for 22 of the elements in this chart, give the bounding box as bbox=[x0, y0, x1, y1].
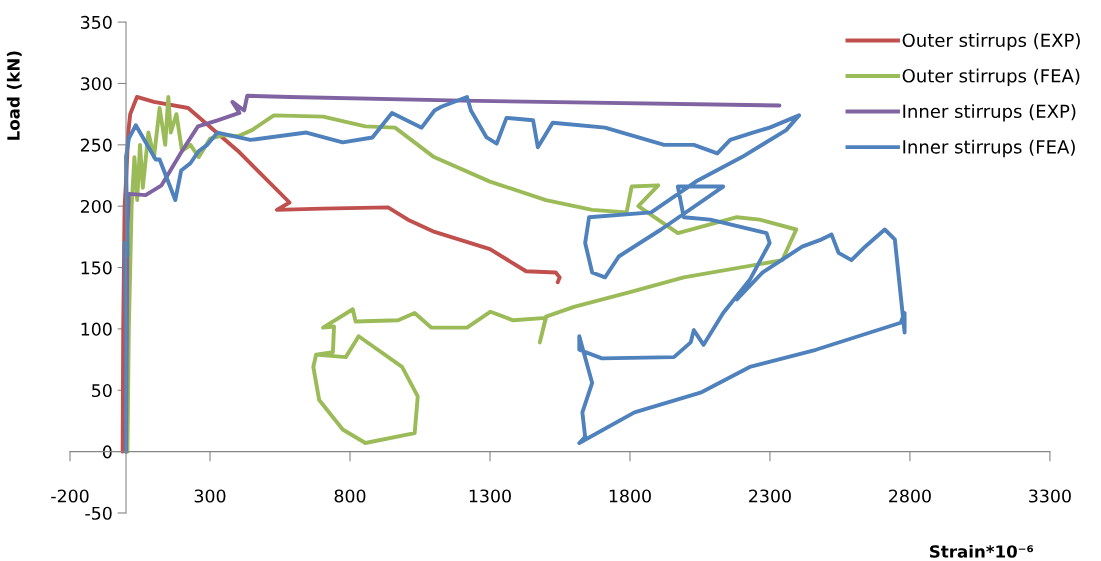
legend-label: Inner stirrups (FEA) bbox=[903, 139, 1075, 158]
x-tick-label: 3300 bbox=[1029, 489, 1071, 503]
y-tick-label: 250 bbox=[80, 138, 112, 152]
x-tick-label: -200 bbox=[51, 489, 89, 503]
x-tick-label: 2300 bbox=[749, 489, 791, 503]
y-tick-label: 200 bbox=[80, 199, 112, 214]
x-tick-label: 1300 bbox=[469, 489, 511, 503]
y-tick-label: 100 bbox=[81, 322, 112, 336]
x-tick-label: 300 bbox=[194, 489, 226, 503]
x-tick-label: 2800 bbox=[889, 489, 931, 503]
y-tick-label: 350 bbox=[81, 15, 112, 29]
legend-label: Outer stirrups (EXP) bbox=[902, 33, 1080, 51]
x-tick-label: 1800 bbox=[609, 489, 651, 503]
x-axis-title: Strain*10⁻⁶ bbox=[930, 544, 1034, 558]
x-tick-label: 800 bbox=[334, 489, 366, 503]
y-tick-label: 150 bbox=[81, 261, 112, 275]
legend-label: Inner stirrups (EXP) bbox=[903, 104, 1076, 122]
y-axis-title: Load (kN) bbox=[6, 51, 22, 140]
legend-label: Outer stirrups (FEA) bbox=[902, 68, 1080, 87]
y-tick-label: 50 bbox=[92, 383, 112, 398]
y-tick-label: 300 bbox=[81, 77, 112, 91]
y-tick-label: -50 bbox=[85, 506, 112, 520]
